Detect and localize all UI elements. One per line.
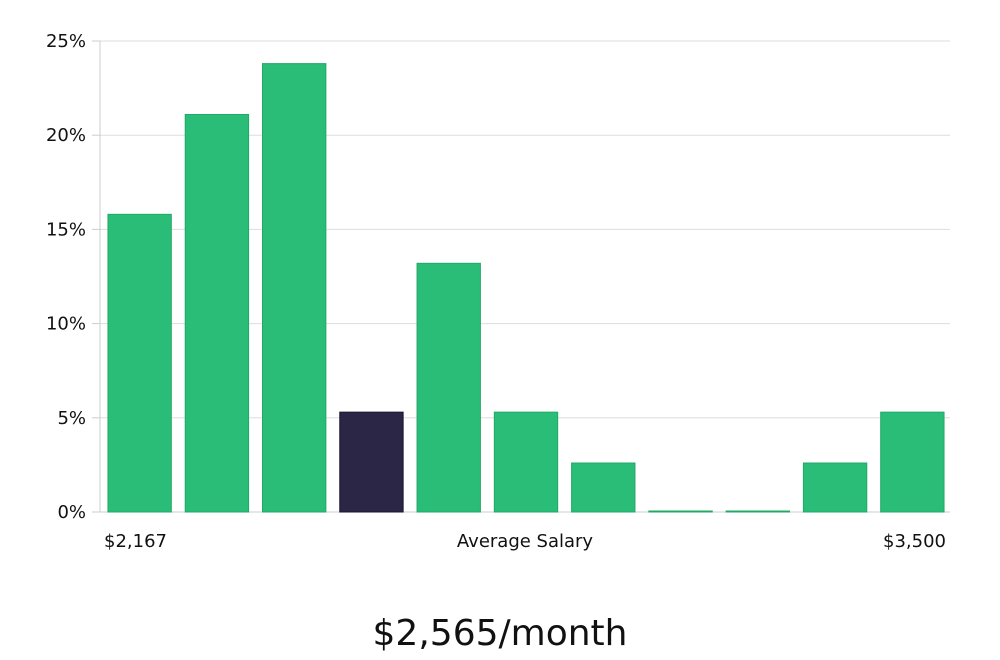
bar	[571, 462, 636, 513]
y-tick-label: 5%	[57, 408, 86, 429]
y-tick-label: 0%	[57, 502, 86, 523]
x-min-label: $2,167	[104, 531, 167, 552]
y-tick-labels: 0% 5% 10% 15% 20% 25%	[46, 31, 100, 523]
x-center-label: Average Salary	[457, 531, 594, 552]
y-tick-label: 15%	[46, 219, 86, 240]
bar	[262, 63, 327, 513]
bar	[416, 262, 481, 513]
bar	[493, 411, 559, 513]
bar	[648, 510, 713, 513]
average-salary-headline: $2,565/month	[372, 613, 628, 654]
y-tick-label: 25%	[46, 31, 86, 52]
y-tick-label: 10%	[46, 314, 86, 335]
bar-highlighted	[339, 411, 404, 513]
bar	[184, 113, 250, 513]
salary-histogram-chart: 0% 5% 10% 15% 20% 25% $2,167 Average Salary $…	[46, 31, 950, 552]
bar	[725, 510, 790, 513]
bar	[802, 462, 868, 513]
bar	[880, 411, 945, 513]
bar	[107, 213, 172, 513]
x-max-label: $3,500	[883, 531, 946, 552]
y-tick-label: 20%	[46, 125, 86, 146]
bars	[107, 63, 945, 513]
